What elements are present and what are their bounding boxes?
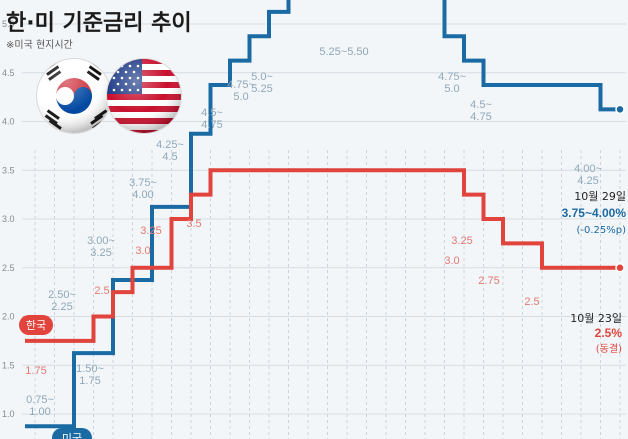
us-series-tag: 미국 (52, 428, 92, 439)
y-tick-label: 1.0 (2, 409, 15, 419)
y-tick-label: 2.5 (2, 263, 15, 273)
us-rate-label: 4.5~ (201, 107, 223, 119)
series-lines (25, 0, 625, 429)
kr-end-date: 10월 23일 (570, 311, 622, 325)
us-end-date: 10월 29일 (574, 189, 626, 203)
us-rate-label: 4.75 (201, 119, 222, 131)
kr-rate-label: 2.75 (478, 275, 499, 287)
timezone-note: ※미국 현지시간 (6, 39, 73, 51)
us-rate-label: 2.25 (51, 301, 72, 313)
us-rate-label: 4.75~ (438, 71, 466, 83)
kr-rate-label: 2.5 (94, 285, 109, 297)
svg-text:한국: 한국 (26, 319, 46, 332)
y-axis-ticks: 1.01.52.02.53.03.54.04.55.05.5 (2, 19, 15, 419)
us-rate-label: 0.75~ (26, 394, 54, 406)
us-rate-label: 1.00 (29, 406, 50, 418)
y-tick-label: 2.0 (2, 312, 15, 322)
us-rate-label: 5.25 (251, 83, 272, 95)
us-rate-label: 1.50~ (76, 363, 104, 375)
us-rate-label: 1.75 (79, 375, 100, 387)
usa-flag-icon (106, 58, 182, 134)
korea-series-tag: 한국 (19, 315, 53, 335)
kr-end-change: (동결) (596, 343, 622, 355)
us-rate-label: 5.0~ (251, 71, 273, 83)
us-rate-label: 5.0 (233, 91, 248, 103)
y-tick-label: 1.5 (2, 360, 15, 370)
kr-rate-label: 3.0 (444, 255, 459, 267)
us-rate-label: 4.00 (132, 189, 153, 201)
us-rate-label: 3.00~ (87, 235, 115, 247)
us-rate-label: 2.50~ (48, 289, 76, 301)
series-line-us (25, 0, 620, 429)
kr-rate-label: 3.0 (135, 245, 150, 257)
us-rate-label: 4.75~ (227, 79, 255, 91)
y-tick-label: 4.0 (2, 117, 15, 127)
us-rate-label: 3.75~ (129, 177, 157, 189)
us-rate-label: 4.25 (577, 175, 598, 187)
y-tick-label: 3.5 (2, 165, 15, 175)
y-tick-label: 3.0 (2, 214, 15, 224)
us-rate-label: 4.25~ (156, 139, 184, 151)
us-rate-label: 4.00~ (574, 163, 602, 175)
us-rate-label: 3.25 (90, 247, 111, 259)
y-tick-label: 4.5 (2, 68, 15, 78)
chart-title: 한·미 기준금리 추이 (6, 11, 192, 36)
us-end-change: (-0.25%p) (576, 225, 626, 236)
kr-rate-label: 3.25 (451, 235, 472, 247)
svg-text:미국: 미국 (62, 432, 82, 439)
us-rate-label: 4.5~ (470, 99, 492, 111)
value-labels: 0.75~1.001.50~1.752.50~2.253.00~3.253.75… (25, 46, 602, 418)
us-rate-label: 5.25~5.50 (319, 46, 368, 58)
y-tick-label: 5.0 (2, 19, 15, 29)
gridlines (22, 23, 626, 439)
us-rate-label: 4.75 (470, 111, 491, 123)
series-line-kr (25, 168, 620, 343)
us-end-value: 3.75~4.00% (562, 206, 627, 220)
kr-rate-label: 3.5 (186, 218, 201, 230)
korea-flag-icon (36, 58, 112, 134)
us-rate-label: 5.0 (444, 83, 459, 95)
kr-rate-label: 1.75 (25, 365, 46, 377)
kr-rate-label: 3.25 (140, 225, 161, 237)
us-rate-label: 4.5 (162, 151, 177, 163)
series-end-point (615, 263, 625, 273)
series-end-point (615, 104, 625, 115)
kr-rate-label: 2.5 (524, 296, 539, 308)
kr-end-value: 2.5% (595, 326, 623, 340)
